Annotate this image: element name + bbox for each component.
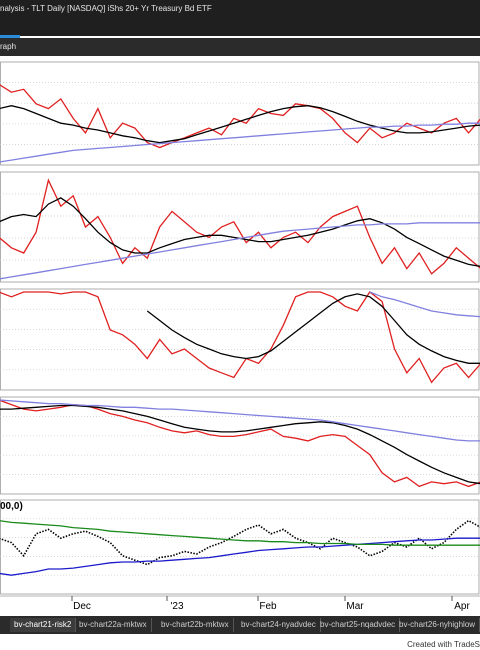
sheet-tab[interactable]: bv-chart24-nyadvdec — [237, 618, 321, 632]
toolbar-tab[interactable]: raph — [0, 42, 17, 51]
sheet-tab[interactable]: bv-chart26-nyhighlow — [395, 618, 480, 632]
x-tick-label: Dec — [73, 601, 91, 612]
series-line — [0, 399, 480, 488]
window-title: nalysis - TLT Daily [NASDAQ] iShs 20+ Yr… — [0, 4, 212, 13]
series-line — [0, 178, 480, 275]
x-tick-label: Feb — [259, 601, 277, 612]
series-line — [0, 399, 480, 442]
panel-frame — [0, 288, 480, 391]
series-line — [369, 291, 480, 318]
series-line — [0, 105, 480, 144]
series-line — [0, 291, 480, 384]
x-tick-label: Mar — [346, 601, 364, 612]
series-line — [0, 404, 480, 485]
sheet-tab[interactable]: bv-chart22b-mktwx — [157, 618, 234, 632]
panel-label: 00,0) — [0, 501, 23, 512]
series-line — [0, 537, 480, 576]
series-line — [0, 222, 480, 280]
sheet-tab[interactable]: bv-chart22a-mktwx — [75, 618, 152, 632]
active-indicator — [0, 35, 20, 38]
sheet-tab[interactable]: bv-chart25-nqadvdec — [316, 618, 401, 632]
status-text: Created with TradeS — [407, 640, 480, 649]
series-line — [146, 293, 480, 364]
x-tick-label: '23 — [170, 601, 183, 612]
title-bar: nalysis - TLT Daily [NASDAQ] iShs 20+ Yr… — [0, 0, 480, 36]
series-line — [0, 84, 480, 149]
chart-area: 00,0) Dec '23 Feb Mar Apr — [0, 61, 480, 612]
series-line — [0, 122, 480, 163]
series-line — [0, 520, 480, 546]
x-tick-label: Apr — [454, 601, 470, 612]
panel-frame — [0, 396, 480, 495]
panel-frame — [0, 499, 480, 595]
sheet-tab[interactable]: bv-chart21-risk2 — [10, 618, 77, 632]
panel-frame — [0, 171, 480, 283]
sheet-tabs: bv-chart21-risk2 bv-chart22a-mktwx bv-char… — [0, 616, 480, 634]
panel-frame — [0, 61, 480, 166]
toolbar: raph — [0, 38, 480, 56]
